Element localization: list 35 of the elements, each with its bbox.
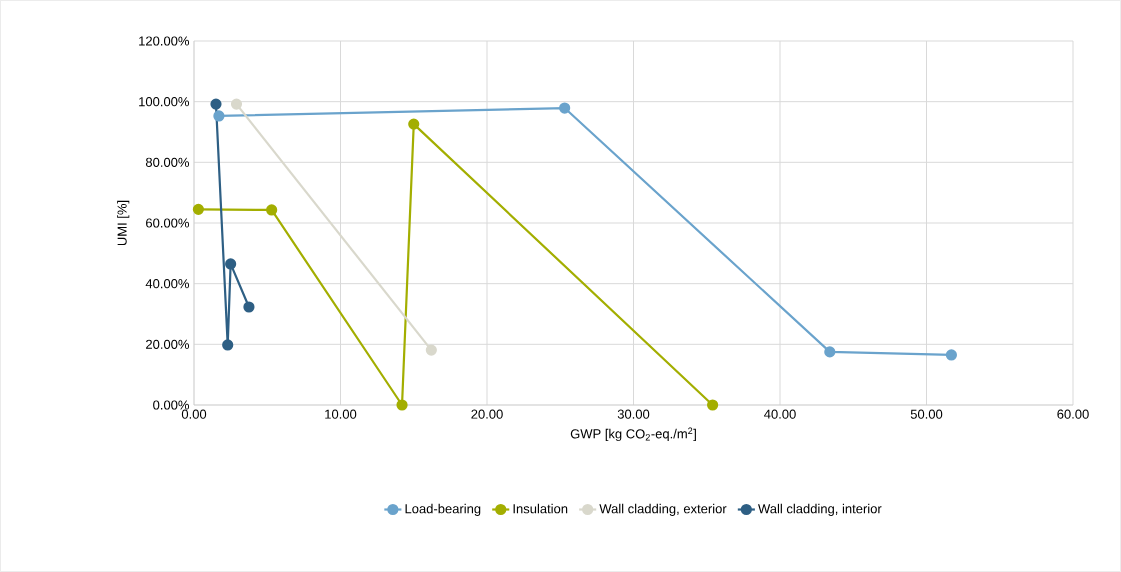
y-tick-label: 60.00% <box>146 218 190 228</box>
x-tick-label: 20.00 <box>471 409 503 419</box>
x-tick-label: 0.00 <box>181 409 207 419</box>
point <box>707 399 719 411</box>
point <box>210 98 222 110</box>
x-tick-label: 10.00 <box>325 409 357 419</box>
y-axis-title: UMI [%] <box>117 200 130 246</box>
legend-label: Wall cladding, interior <box>758 503 882 516</box>
point <box>243 301 255 313</box>
point <box>425 344 437 356</box>
point <box>266 204 278 216</box>
point <box>945 349 957 361</box>
x-tick-label: 30.00 <box>617 409 650 419</box>
x-tick-label: 60.00 <box>1057 409 1089 419</box>
legend-label: Wall cladding, exterior <box>599 503 727 516</box>
point <box>230 98 243 110</box>
y-tick-label: 20.00% <box>146 339 190 349</box>
y-tick-label: 0.00% <box>153 400 190 410</box>
point <box>225 258 237 270</box>
legend-label: Insulation <box>513 503 568 514</box>
y-tick-label: 40.00% <box>145 279 190 289</box>
point <box>559 102 571 114</box>
legend-label: Load-bearing <box>405 503 481 516</box>
point <box>408 118 420 130</box>
point <box>824 346 836 358</box>
point <box>222 339 234 351</box>
x-axis-title: GWP [kg CO$_{2}$-eq./m$^{2}$] <box>570 427 696 441</box>
point <box>213 110 225 122</box>
y-tick-label: 120.00% <box>139 36 190 46</box>
point <box>192 203 204 215</box>
y-tick-label: 100.00% <box>139 97 190 107</box>
x-tick-label: 40.00 <box>764 409 796 419</box>
x-tick-label: 50.00 <box>910 409 943 419</box>
point <box>396 399 408 411</box>
y-tick-label: 80.00% <box>145 157 190 167</box>
